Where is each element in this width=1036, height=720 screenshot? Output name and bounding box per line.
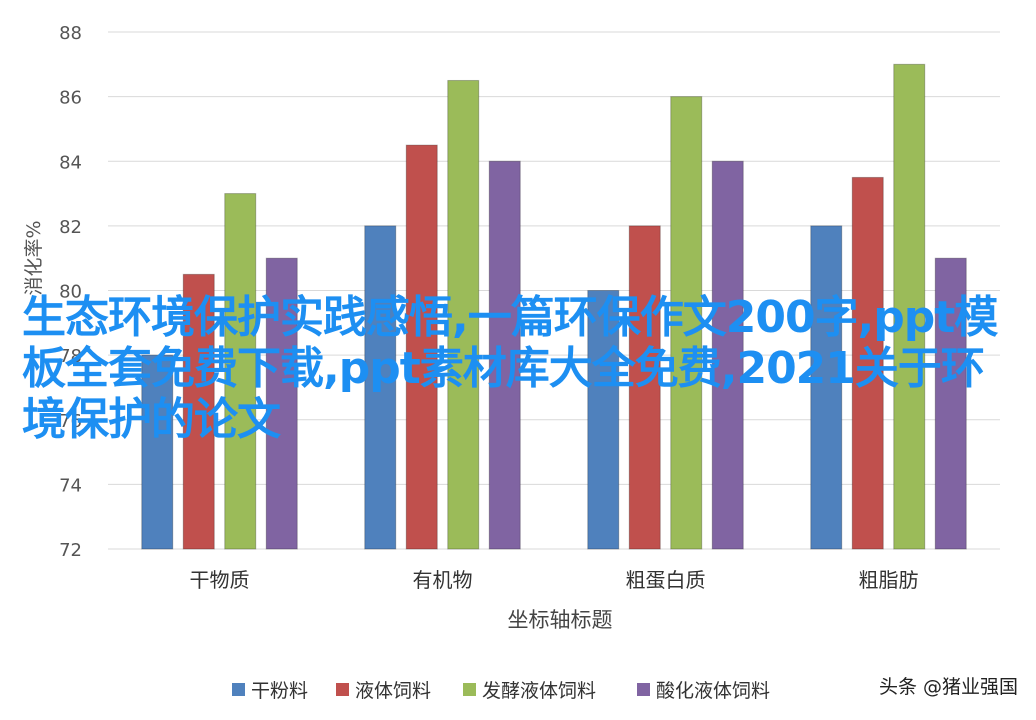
x-tick-label: 干物质	[190, 568, 250, 592]
y-tick-label: 86	[59, 88, 82, 109]
x-tick-label: 粗蛋白质	[626, 568, 706, 592]
legend-swatch	[463, 683, 476, 696]
x-tick-labels: 干物质 有机物 粗蛋白质 粗脂肪	[190, 568, 919, 592]
legend-swatch	[232, 683, 245, 696]
watermark: 头条 @猪业强国	[878, 676, 1018, 698]
y-tick-label: 78	[59, 346, 82, 367]
bar	[488, 160, 521, 550]
y-tick-label: 82	[59, 217, 82, 238]
bar	[405, 144, 438, 550]
bar	[851, 176, 884, 550]
y-tick-labels: 72 74 76 78 80 82 84 86 88	[59, 23, 82, 561]
bar	[934, 257, 967, 550]
legend-label: 发酵液体饲料	[482, 680, 596, 702]
bar	[364, 225, 397, 550]
legend-label: 酸化液体饲料	[656, 680, 770, 702]
y-tick-label: 72	[59, 540, 82, 561]
y-tick-label: 74	[59, 475, 82, 496]
bar	[587, 290, 620, 550]
y-tick-label: 88	[59, 23, 82, 44]
legend: 干粉料 液体饲料 发酵液体饲料 酸化液体饲料	[232, 680, 770, 702]
legend-label: 干粉料	[251, 680, 308, 702]
legend-label: 液体饲料	[355, 680, 431, 702]
bar	[628, 225, 661, 550]
bars	[141, 63, 967, 550]
y-tick-label: 80	[59, 282, 82, 303]
bar	[670, 96, 703, 550]
bar	[447, 79, 480, 550]
legend-swatch	[336, 683, 349, 696]
gridlines	[108, 31, 1000, 550]
bar	[182, 273, 215, 550]
x-tick-label: 粗脂肪	[859, 568, 919, 592]
y-axis-label: 消化率%	[23, 220, 45, 295]
x-axis-label: 坐标轴标题	[508, 608, 613, 632]
legend-swatch	[637, 683, 650, 696]
bar	[711, 160, 744, 550]
bar	[893, 63, 926, 550]
y-tick-label: 76	[59, 411, 82, 432]
overlay-caption: 生态环境保护实践感悟,一篇环保作文200字,ppt模板全套免费下载,ppt素材库…	[22, 292, 998, 446]
bar	[265, 257, 298, 550]
bar	[141, 354, 174, 550]
y-tick-label: 84	[59, 152, 82, 173]
bar	[810, 225, 843, 550]
bar	[224, 193, 257, 550]
x-tick-label: 有机物	[413, 568, 473, 592]
